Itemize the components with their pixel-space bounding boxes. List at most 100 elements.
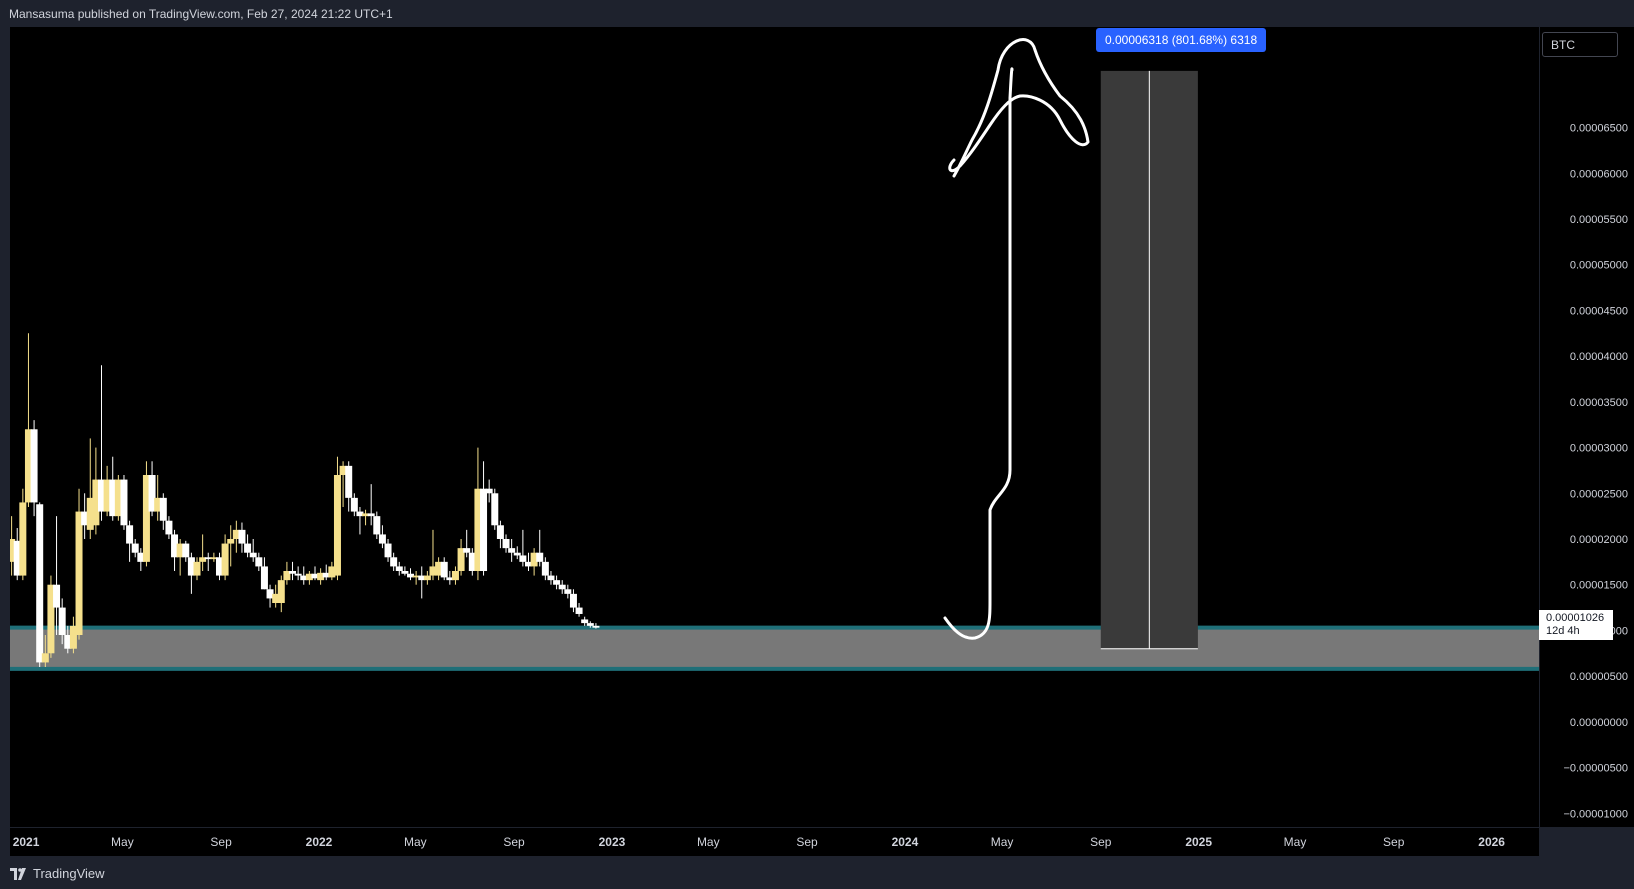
candle-body	[311, 573, 319, 579]
candle-body	[142, 475, 150, 562]
brand[interactable]: TradingView	[10, 866, 105, 881]
chart-area[interactable]: ⚡	[10, 27, 1539, 827]
time-tick-label: Sep	[1090, 835, 1112, 849]
candle-body	[232, 529, 240, 539]
candle	[19, 488, 27, 581]
candle-body	[451, 571, 459, 581]
candle-body	[378, 534, 386, 544]
candle-body	[294, 573, 302, 576]
candle-body	[300, 575, 308, 581]
candle	[468, 548, 476, 576]
candle-body	[277, 580, 285, 603]
price-tick-label: 0.00000000	[1570, 717, 1628, 729]
time-tick-label: May	[991, 835, 1014, 849]
candle	[120, 475, 128, 530]
candle-body	[524, 561, 532, 567]
candle	[311, 566, 319, 581]
time-tick-label: Sep	[1383, 835, 1405, 849]
candle	[412, 571, 420, 585]
candle-body	[171, 534, 179, 558]
candle	[480, 461, 488, 576]
candle-body	[187, 557, 195, 576]
candle	[294, 566, 302, 581]
candle-body	[283, 571, 291, 581]
price-tick-label: 0.00006000	[1570, 168, 1628, 180]
candle-body	[384, 543, 392, 558]
candle	[232, 520, 240, 553]
candle-body	[131, 543, 139, 553]
candle	[395, 561, 403, 576]
candle-body	[92, 479, 100, 526]
candle	[300, 566, 308, 585]
candle	[81, 493, 89, 539]
chart-canvas[interactable]	[10, 27, 1539, 827]
candle-body	[401, 571, 409, 574]
candle	[553, 575, 561, 590]
candle	[547, 571, 555, 585]
candle-body	[474, 488, 482, 571]
candle	[502, 534, 510, 553]
candle-body	[97, 479, 105, 512]
candle	[581, 616, 589, 626]
candle-body	[148, 475, 156, 512]
candle	[541, 557, 549, 581]
candle-body	[407, 573, 415, 578]
candle-body	[221, 543, 229, 576]
candle	[508, 539, 516, 562]
candle-body	[154, 497, 162, 512]
symbol-label[interactable]: BTC	[1542, 32, 1618, 57]
time-tick-label: May	[404, 835, 427, 849]
candle-body	[227, 539, 235, 544]
candle	[384, 539, 392, 562]
candle-body	[126, 525, 134, 544]
candle-body	[553, 580, 561, 585]
candle	[440, 557, 448, 581]
time-axis[interactable]: 2021 May Sep 2022 May Sep 2023 May Sep 2024 May Sep…	[10, 828, 1539, 856]
price-axis[interactable]: 0.00006500 0.00006000 0.00005500 0.00005000…	[1540, 27, 1634, 827]
candle	[148, 461, 156, 517]
candle-body	[120, 479, 128, 526]
price-tick-label: 0.00003500	[1570, 397, 1628, 409]
time-tick-label: 2022	[306, 835, 333, 849]
candle	[378, 525, 386, 549]
candle-body	[81, 511, 89, 526]
price-tick-label: 0.00000500	[1570, 671, 1628, 683]
candle	[496, 520, 504, 549]
candle-body	[58, 607, 66, 635]
candle-body	[530, 552, 538, 567]
candle	[457, 539, 465, 576]
candle	[339, 461, 347, 507]
candle	[474, 447, 482, 581]
candle	[199, 534, 207, 571]
candle-body	[199, 557, 207, 562]
candle	[277, 575, 285, 613]
candle	[260, 557, 268, 590]
candle-body	[446, 577, 454, 581]
candle	[171, 529, 179, 571]
time-tick-label: 2025	[1185, 835, 1212, 849]
candle	[401, 566, 409, 576]
candle-body	[30, 429, 38, 503]
time-tick-label: 2024	[892, 835, 919, 849]
candle	[210, 552, 218, 562]
candle	[24, 333, 32, 507]
support-zone	[10, 627, 1539, 669]
candle-body	[468, 552, 476, 571]
candle	[530, 548, 538, 576]
candle	[193, 557, 201, 581]
candle	[36, 502, 44, 667]
candle	[266, 584, 274, 608]
candle	[463, 529, 471, 558]
candle-body	[480, 488, 488, 571]
candle-body	[75, 511, 83, 635]
candle-body	[339, 465, 347, 475]
price-tick-label: 0.00006500	[1570, 123, 1628, 135]
candle	[154, 475, 162, 521]
candle	[137, 548, 145, 571]
candle	[255, 552, 263, 571]
time-tick-label: 2021	[13, 835, 40, 849]
candle	[182, 540, 190, 562]
candle-body	[485, 488, 493, 494]
candle	[165, 516, 173, 539]
candle	[13, 528, 21, 581]
